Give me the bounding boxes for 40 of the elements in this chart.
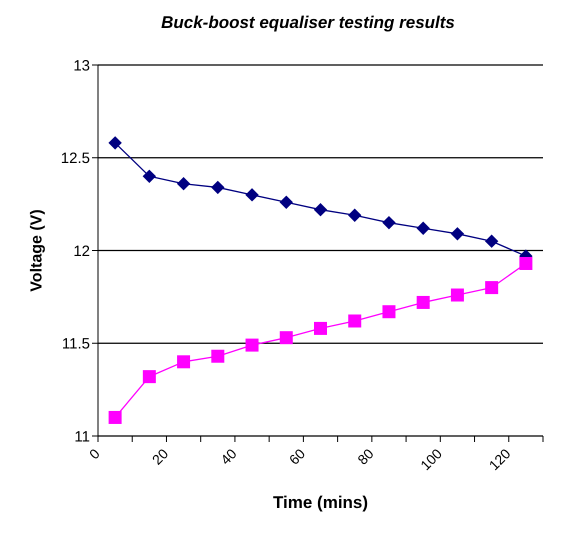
point bbox=[450, 288, 464, 302]
chart-title: Buck-boost equaliser testing results bbox=[160, 12, 456, 33]
x-tick-label: 60 bbox=[286, 445, 308, 468]
point bbox=[280, 196, 293, 209]
point bbox=[246, 188, 259, 202]
point bbox=[485, 281, 498, 294]
y-tick-label: 11 bbox=[74, 428, 90, 446]
point bbox=[416, 296, 430, 309]
point bbox=[108, 136, 122, 150]
point bbox=[142, 370, 156, 384]
y-axis-title: Voltage (V) bbox=[28, 209, 46, 292]
point bbox=[177, 177, 190, 190]
point bbox=[314, 322, 327, 335]
point bbox=[348, 314, 362, 328]
point bbox=[177, 355, 190, 368]
point bbox=[485, 234, 498, 248]
point bbox=[211, 350, 224, 363]
point bbox=[280, 331, 293, 344]
y-tick-label: 13 bbox=[73, 57, 90, 74]
y-tick-label: 11.5 bbox=[62, 336, 90, 353]
x-tick-label: 100 bbox=[417, 445, 446, 474]
point bbox=[450, 227, 464, 240]
point bbox=[416, 222, 430, 235]
y-tick-label: 12.5 bbox=[60, 150, 90, 168]
point bbox=[382, 305, 396, 318]
point bbox=[314, 203, 327, 216]
y-tick-label: 12 bbox=[73, 242, 90, 260]
point bbox=[348, 208, 362, 222]
x-axis-title: Time (mins) bbox=[272, 493, 368, 512]
point bbox=[382, 216, 396, 230]
point bbox=[108, 410, 122, 424]
x-tick-label: 80 bbox=[354, 445, 377, 468]
x-tick-label: 0 bbox=[86, 445, 103, 462]
point bbox=[519, 256, 532, 270]
point bbox=[142, 170, 156, 183]
x-tick-label: 40 bbox=[217, 445, 240, 468]
x-tick-label: 20 bbox=[148, 445, 172, 468]
point bbox=[211, 180, 224, 194]
x-tick-label: 120 bbox=[486, 445, 514, 474]
point bbox=[246, 338, 259, 352]
